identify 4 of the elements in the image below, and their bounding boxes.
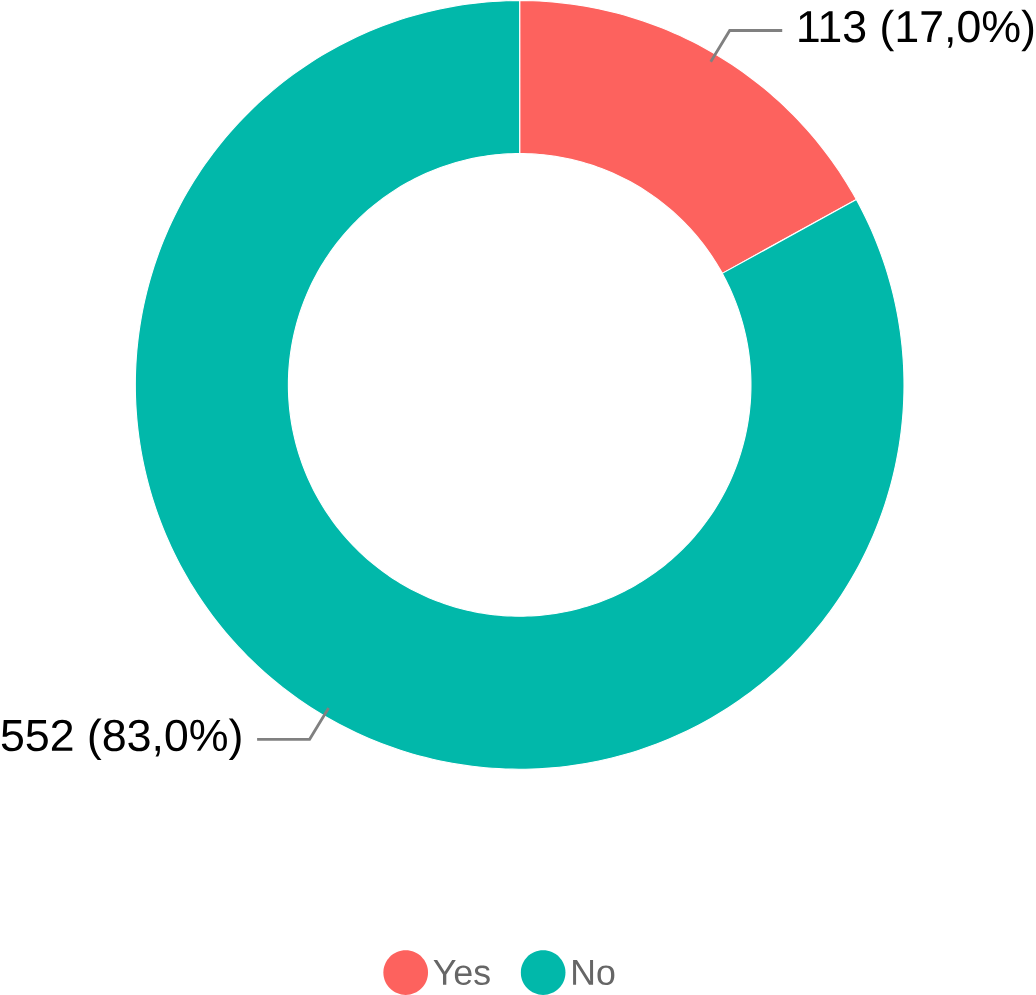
legend-label: No	[573, 960, 615, 986]
legend-label: Yes	[433, 960, 490, 986]
data-label: 552 (83,0%)	[1, 718, 241, 761]
data-label: 113 (17,0%)	[799, 9, 1034, 52]
